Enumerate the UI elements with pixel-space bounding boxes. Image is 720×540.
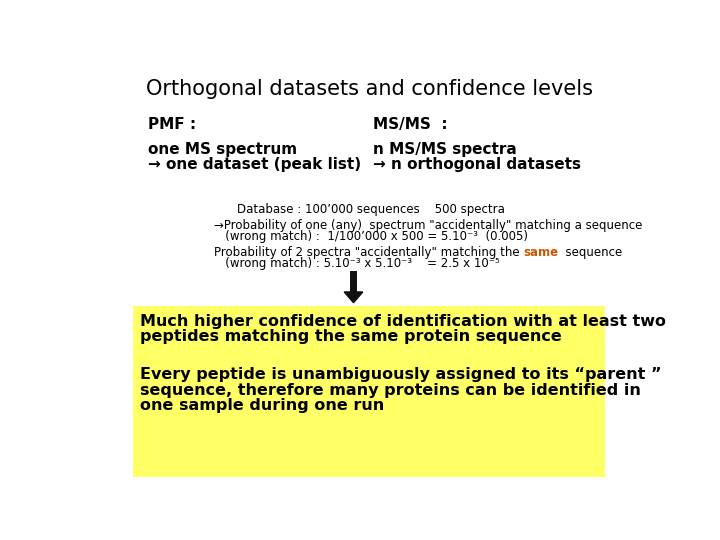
Text: same: same	[523, 246, 559, 259]
Text: Every peptide is unambiguously assigned to its “parent ”: Every peptide is unambiguously assigned …	[140, 367, 662, 382]
Text: n MS/MS spectra: n MS/MS spectra	[373, 142, 517, 157]
Text: peptides matching the same protein sequence: peptides matching the same protein seque…	[140, 329, 562, 344]
Text: sequence: sequence	[559, 246, 623, 259]
Text: MS/MS  :: MS/MS :	[373, 117, 448, 132]
Polygon shape	[344, 292, 363, 303]
Text: PMF :: PMF :	[148, 117, 197, 132]
Text: one MS spectrum: one MS spectrum	[148, 142, 297, 157]
Text: → one dataset (peak list): → one dataset (peak list)	[148, 157, 361, 172]
Text: Much higher confidence of identification with at least two: Much higher confidence of identification…	[140, 314, 667, 328]
Text: Probability of 2 spectra "accidentally" matching the: Probability of 2 spectra "accidentally" …	[214, 246, 523, 259]
Text: → n orthogonal datasets: → n orthogonal datasets	[373, 157, 581, 172]
Text: one sample during one run: one sample during one run	[140, 398, 384, 413]
Text: Orthogonal datasets and confidence levels: Orthogonal datasets and confidence level…	[145, 79, 593, 99]
Text: (wrong match) : 5.10⁻³ x 5.10⁻³    = 2.5 x 10⁻⁵: (wrong match) : 5.10⁻³ x 5.10⁻³ = 2.5 x …	[214, 257, 500, 271]
Bar	[350, 271, 357, 292]
Text: sequence, therefore many proteins can be identified in: sequence, therefore many proteins can be…	[140, 383, 642, 398]
Text: Database : 100’000 sequences    500 spectra: Database : 100’000 sequences 500 spectra	[238, 204, 505, 217]
Text: →Probability of one (any)  spectrum "accidentally" matching a sequence: →Probability of one (any) spectrum "acci…	[214, 219, 642, 232]
Text: (wrong match) :  1/100’000 x 500 = 5.10⁻³  (0.005): (wrong match) : 1/100’000 x 500 = 5.10⁻³…	[214, 231, 528, 244]
FancyBboxPatch shape	[132, 306, 606, 477]
